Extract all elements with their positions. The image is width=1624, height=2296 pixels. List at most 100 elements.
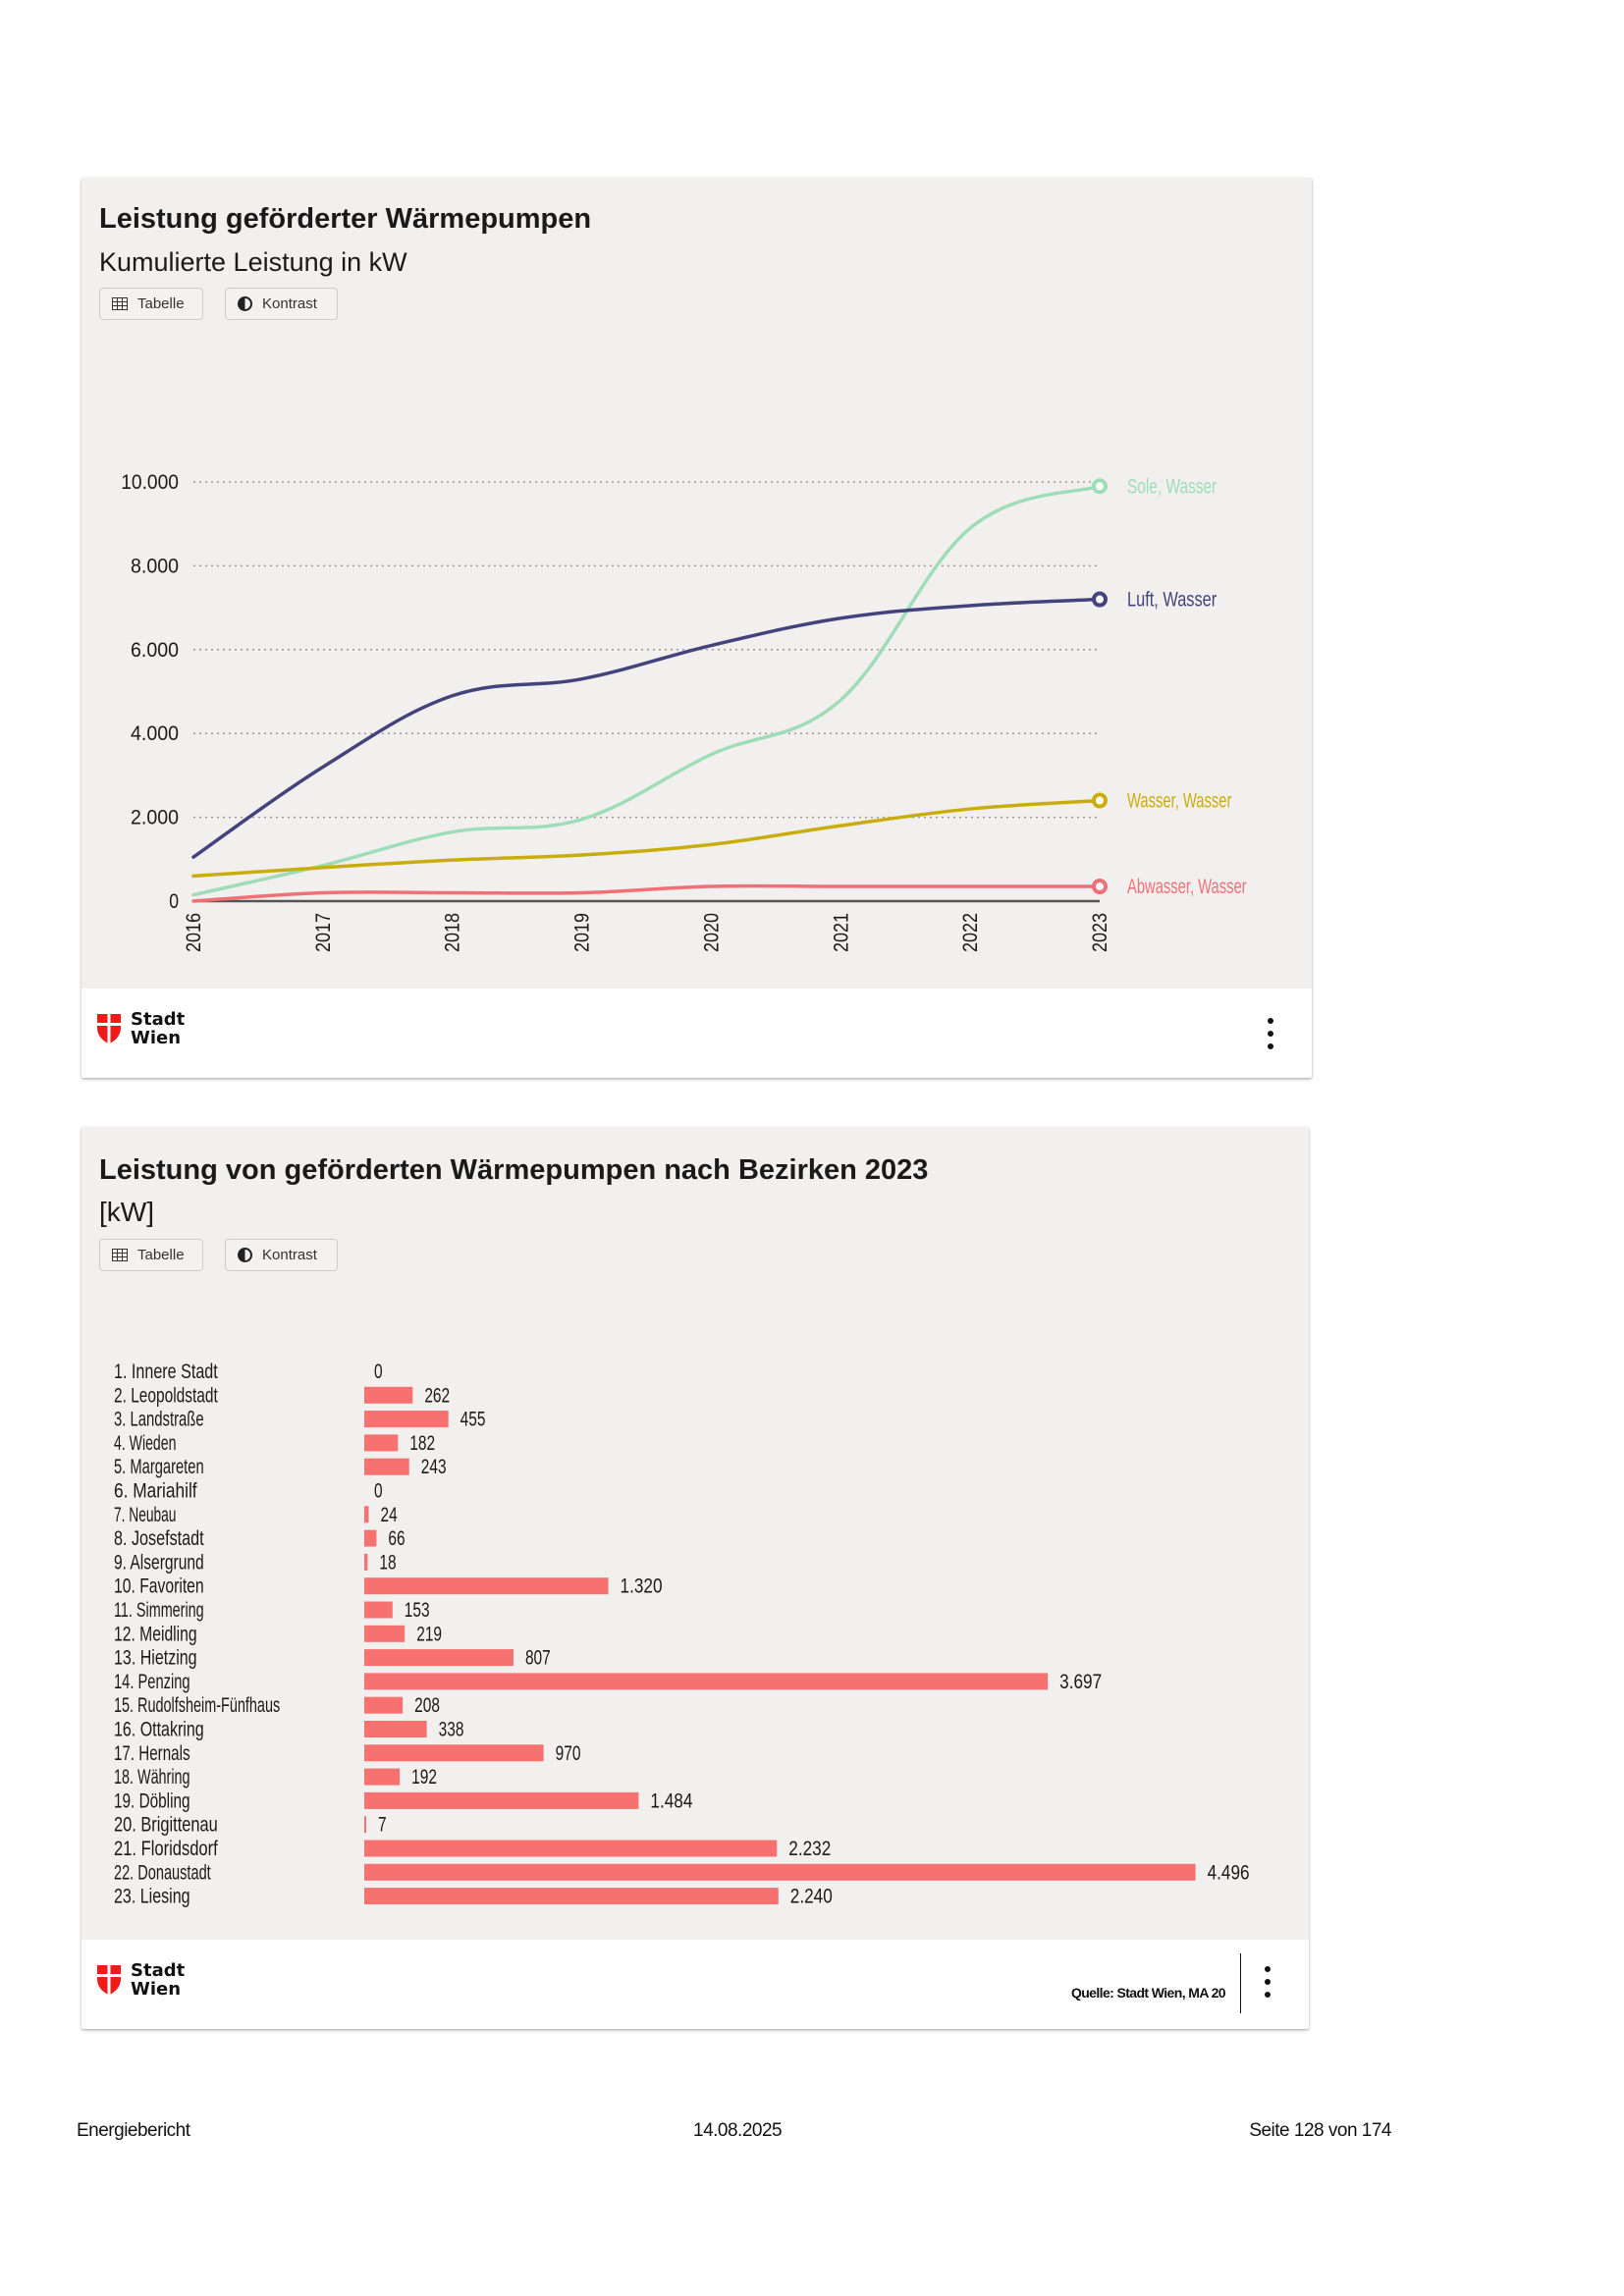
bar[interactable] [364,1768,401,1786]
bar[interactable] [364,1458,409,1475]
footer-date: 14.08.2025 [693,2120,783,2141]
footer-page-number: Seite 128 von 174 [1249,2120,1391,2141]
bar[interactable] [364,1721,427,1737]
table-icon [112,1249,128,1261]
value-label: 2.240 [790,1886,833,1908]
bar[interactable] [364,1673,1049,1690]
y-tick-label: 6.000 [131,639,179,662]
category-label: 23. Liesing [114,1886,190,1908]
value-label: 0 [374,1361,383,1383]
category-label: 20. Brigittenau [114,1814,218,1837]
series-line [191,883,1102,903]
bar[interactable] [364,1601,393,1619]
bar[interactable] [364,1506,369,1523]
series-line [191,597,1102,859]
logo-line-1: Stadt [131,1009,186,1030]
bar[interactable] [364,1791,639,1809]
category-label: 13. Hietzing [114,1647,197,1670]
end-marker[interactable] [1092,478,1108,495]
x-tick-label: 2023 [1089,913,1111,952]
logo-line-2: Wien [131,1028,182,1048]
category-label: 1. Innere Stadt [114,1361,218,1383]
contrast-button[interactable]: Kontrast [225,1239,338,1271]
y-tick-label: 0 [169,890,179,913]
value-label: 1.320 [621,1575,663,1598]
x-tick-label: 2019 [571,913,594,952]
bar-chart: 1. Innere Stadt 0 2. Leopoldstadt 262 3. Lan… [114,1361,1250,1908]
category-label: 2. Leopoldstadt [114,1384,218,1407]
x-tick-label: 2017 [312,913,335,952]
value-label: 7 [378,1814,387,1837]
bar[interactable] [364,1816,366,1834]
category-label: 14. Penzing [114,1671,190,1693]
wien-shield-icon [97,1014,121,1043]
bar[interactable] [364,1840,778,1857]
value-label: 262 [424,1384,450,1407]
y-tick-label: 10.000 [121,471,179,494]
bar[interactable] [364,1649,514,1667]
x-tick-label: 2016 [183,913,205,952]
value-label: 2.232 [788,1838,831,1860]
contrast-button[interactable]: Kontrast [225,288,338,320]
more-vertical-icon[interactable] [1262,1966,1273,1998]
card-footer: Stadt Wien [81,988,1312,1078]
y-tick-label: 8.000 [131,555,179,577]
x-tick-label: 2022 [959,913,982,952]
value-label: 338 [439,1719,464,1741]
footer-document-title: Energiebericht [77,2120,190,2141]
bar[interactable] [364,1411,449,1428]
bar[interactable] [364,1625,406,1642]
y-tick-label: 2.000 [131,807,179,829]
bar[interactable] [364,1434,399,1452]
bar[interactable] [364,1744,544,1762]
series-label: Abwasser, Wasser [1127,876,1247,898]
bar[interactable] [364,1386,413,1404]
category-label: 21. Floridsdorf [114,1838,218,1860]
category-label: 4. Wieden [114,1432,176,1455]
series-line [191,798,1102,879]
value-label: 153 [405,1599,430,1622]
chart-subtitle: Kumulierte Leistung in kW [99,247,407,277]
source-text: Quelle: Stadt Wien, MA 20 [1070,1985,1226,2001]
category-label: 11. Simmering [114,1599,204,1622]
category-label: 12. Meidling [114,1623,197,1645]
table-button-label: Tabelle [137,295,185,312]
bar[interactable] [364,1696,404,1714]
table-button-label: Tabelle [137,1247,185,1263]
value-label: 24 [381,1504,398,1526]
end-marker[interactable] [1092,792,1108,809]
category-label: 5. Margareten [114,1456,204,1478]
table-button[interactable]: Tabelle [99,288,203,320]
series-label: Wasser, Wasser [1127,790,1231,813]
logo-line-2: Wien [131,1979,182,2000]
stadt-wien-logo: Stadt Wien [97,1010,185,1047]
footer-divider [1240,1953,1241,2013]
value-label: 455 [460,1409,486,1431]
category-label: 22. Donaustadt [114,1861,211,1884]
more-vertical-icon[interactable] [1265,1018,1276,1049]
contrast-button-label: Kontrast [262,295,317,312]
line-chart: 0 2.000 4.000 6.000 8.000 10.000 2016 2017 2018 2… [121,471,1247,952]
value-label: 1.484 [650,1789,692,1812]
value-label: 970 [556,1742,581,1765]
value-label: 4.496 [1208,1861,1250,1884]
series-label: Luft, Wasser [1127,589,1217,612]
end-marker[interactable] [1092,591,1108,608]
bar[interactable] [364,1529,377,1547]
bar-chart-card: Leistung von geförderten Wärmepumpen nac… [81,1127,1309,2029]
bar[interactable] [364,1888,779,1905]
value-label: 182 [409,1432,435,1455]
table-button[interactable]: Tabelle [99,1239,203,1271]
value-label: 243 [421,1456,447,1478]
bar[interactable] [364,1553,368,1571]
value-label: 192 [411,1766,437,1789]
contrast-icon [238,1248,252,1262]
end-marker[interactable] [1092,879,1108,895]
bar[interactable] [364,1577,609,1595]
value-label: 3.697 [1059,1671,1102,1693]
x-tick-label: 2020 [700,913,723,952]
chart-area: Leistung von geförderten Wärmepumpen nac… [81,1127,1309,1940]
category-label: 15. Rudolfsheim-Fünfhaus [114,1694,280,1717]
chart-subtitle: [kW] [99,1197,154,1227]
bar[interactable] [364,1863,1196,1881]
